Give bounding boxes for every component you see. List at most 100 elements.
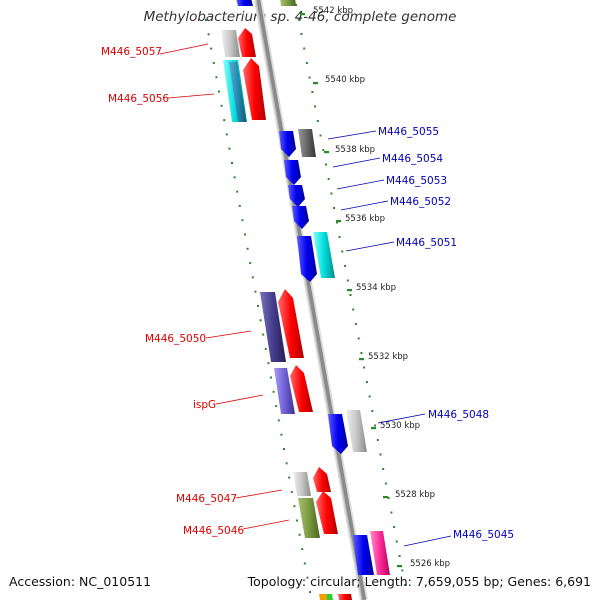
- ruler-dot: [244, 233, 246, 236]
- ruler-dot: [368, 395, 371, 398]
- ruler-dot: [311, 91, 314, 93]
- ruler-dot: [303, 562, 306, 565]
- forward-labels: M446_5055 M446_5054 M446_5053 M446_5052 …: [327, 126, 514, 547]
- ruler-dot: [298, 533, 301, 536]
- gene-label-M446_5055[interactable]: M446_5055: [378, 126, 439, 138]
- ruler-dot: [283, 448, 285, 450]
- gene-label-M446_5047[interactable]: M446_5047: [176, 493, 237, 505]
- ruler-dot: [398, 555, 401, 557]
- ruler-dot: [301, 548, 304, 551]
- ruler-dot: [349, 294, 352, 296]
- tick-label: 5534 kbp: [356, 283, 396, 293]
- ruler-dot: [322, 149, 325, 151]
- gene-label-M446_5048[interactable]: M446_5048: [428, 409, 489, 421]
- ruler-dot: [207, 33, 210, 36]
- gene-M446_5053-arrow: [288, 185, 305, 207]
- gene-M446_5048-block: [346, 410, 367, 452]
- genome-backbone-core: [255, 0, 367, 600]
- gene-M446_5050-arrow: [278, 289, 304, 358]
- tick-label: 5532 kbp: [368, 352, 408, 362]
- ruler-dot: [241, 219, 244, 222]
- ruler-tick-mark: [347, 289, 352, 292]
- ruler-dot: [257, 305, 259, 307]
- ruler-dot: [374, 424, 376, 427]
- ruler-dot: [246, 247, 249, 250]
- ruler-dot: [270, 376, 272, 379]
- ruler-tick-mark: [313, 82, 318, 85]
- ruler-dot: [325, 163, 327, 166]
- ruler-dot: [295, 4, 297, 6]
- ruler-dot: [225, 133, 228, 136]
- ruler-dot: [357, 337, 360, 340]
- ruler-dot: [290, 490, 293, 493]
- ruler-tick-mark: [324, 151, 329, 154]
- ruler-dot: [314, 105, 317, 108]
- gene-M446_5055-arrow: [279, 131, 296, 157]
- ruler-dot: [267, 362, 270, 365]
- gene-label-M446_5057[interactable]: M446_5057: [101, 46, 162, 58]
- gene-label-M446_5045[interactable]: M446_5045: [453, 529, 514, 541]
- ruler-dot: [393, 526, 396, 528]
- ruler-dot: [344, 265, 347, 267]
- ruler-dot: [395, 540, 398, 543]
- ruler-dot: [376, 439, 379, 441]
- gene-M446_5056-teal2: [229, 62, 246, 122]
- ruler-dot: [233, 176, 236, 179]
- gene-label-M446_5053[interactable]: M446_5053: [386, 175, 447, 187]
- ruler-tick-mark: [397, 565, 402, 568]
- gene-M446_5057-block: [221, 30, 240, 57]
- ruler-dot: [360, 352, 363, 354]
- genome-backbone-highlight: [255, 0, 363, 600]
- gene-M446_5054-arrow: [284, 160, 301, 185]
- ruler-dot: [387, 497, 390, 499]
- gene-M446_5051-arrow: [297, 236, 317, 282]
- gene-M446_5047-block: [293, 472, 311, 496]
- ruler-dot: [300, 33, 303, 35]
- ruler-dot: [238, 204, 241, 207]
- gene-ispG-arrow: [290, 365, 313, 412]
- ruler-tick-mark: [371, 427, 376, 430]
- ruler-dot: [309, 591, 311, 593]
- gene-label-M446_5052[interactable]: M446_5052: [390, 196, 451, 208]
- ruler-dot: [275, 405, 278, 408]
- gene-feature: [319, 594, 327, 600]
- ruler-dot: [316, 120, 319, 122]
- tick-label: 5540 kbp: [325, 75, 365, 85]
- ruler-dot: [220, 104, 223, 107]
- ruler-dot: [259, 319, 262, 322]
- ruler-dot: [390, 511, 393, 514]
- gene-M446_5045-arrow: [353, 535, 374, 575]
- ruler-dot: [205, 19, 207, 21]
- accession-text: Accession: NC_010511: [9, 574, 152, 589]
- ruler-dot: [285, 462, 288, 465]
- ruler-dot: [262, 333, 265, 336]
- gene-feature: [236, 0, 253, 6]
- gene-label-M446_5050[interactable]: M446_5050: [145, 333, 206, 345]
- tick-label: 5536 kbp: [345, 214, 385, 224]
- gene-label-M446_5056[interactable]: M446_5056: [108, 93, 169, 105]
- gene-label-M446_5054[interactable]: M446_5054: [382, 153, 443, 165]
- gene-label-ispG[interactable]: ispG: [193, 399, 216, 411]
- ruler-dot: [303, 47, 306, 50]
- tick-label: 5542 kbp: [313, 6, 353, 16]
- ruler-dot: [223, 119, 226, 122]
- gene-M446_5050-block: [260, 292, 286, 362]
- tick-label: 5538 kbp: [335, 145, 375, 155]
- gene-M446_5051-block: [313, 232, 335, 278]
- gene-feature: [326, 594, 333, 600]
- ruler-dot: [296, 519, 298, 522]
- gene-M446_5046-arrow: [316, 491, 338, 534]
- gene-label-M446_5051[interactable]: M446_5051: [396, 237, 457, 249]
- ruler-tick-mark: [300, 13, 305, 16]
- ruler-dot: [215, 76, 218, 79]
- ruler-dot: [249, 262, 252, 265]
- ruler-dot: [352, 308, 355, 311]
- gene-label-M446_5046[interactable]: M446_5046: [183, 525, 244, 537]
- ruler-dot: [308, 76, 311, 79]
- ruler-dot: [231, 162, 233, 164]
- genome-stats-text: Topology: circular; Length: 7,659,055 bp…: [247, 574, 591, 589]
- ruler-dot: [297, 18, 300, 21]
- ruler-dot: [236, 190, 239, 193]
- ruler-dot: [354, 323, 357, 325]
